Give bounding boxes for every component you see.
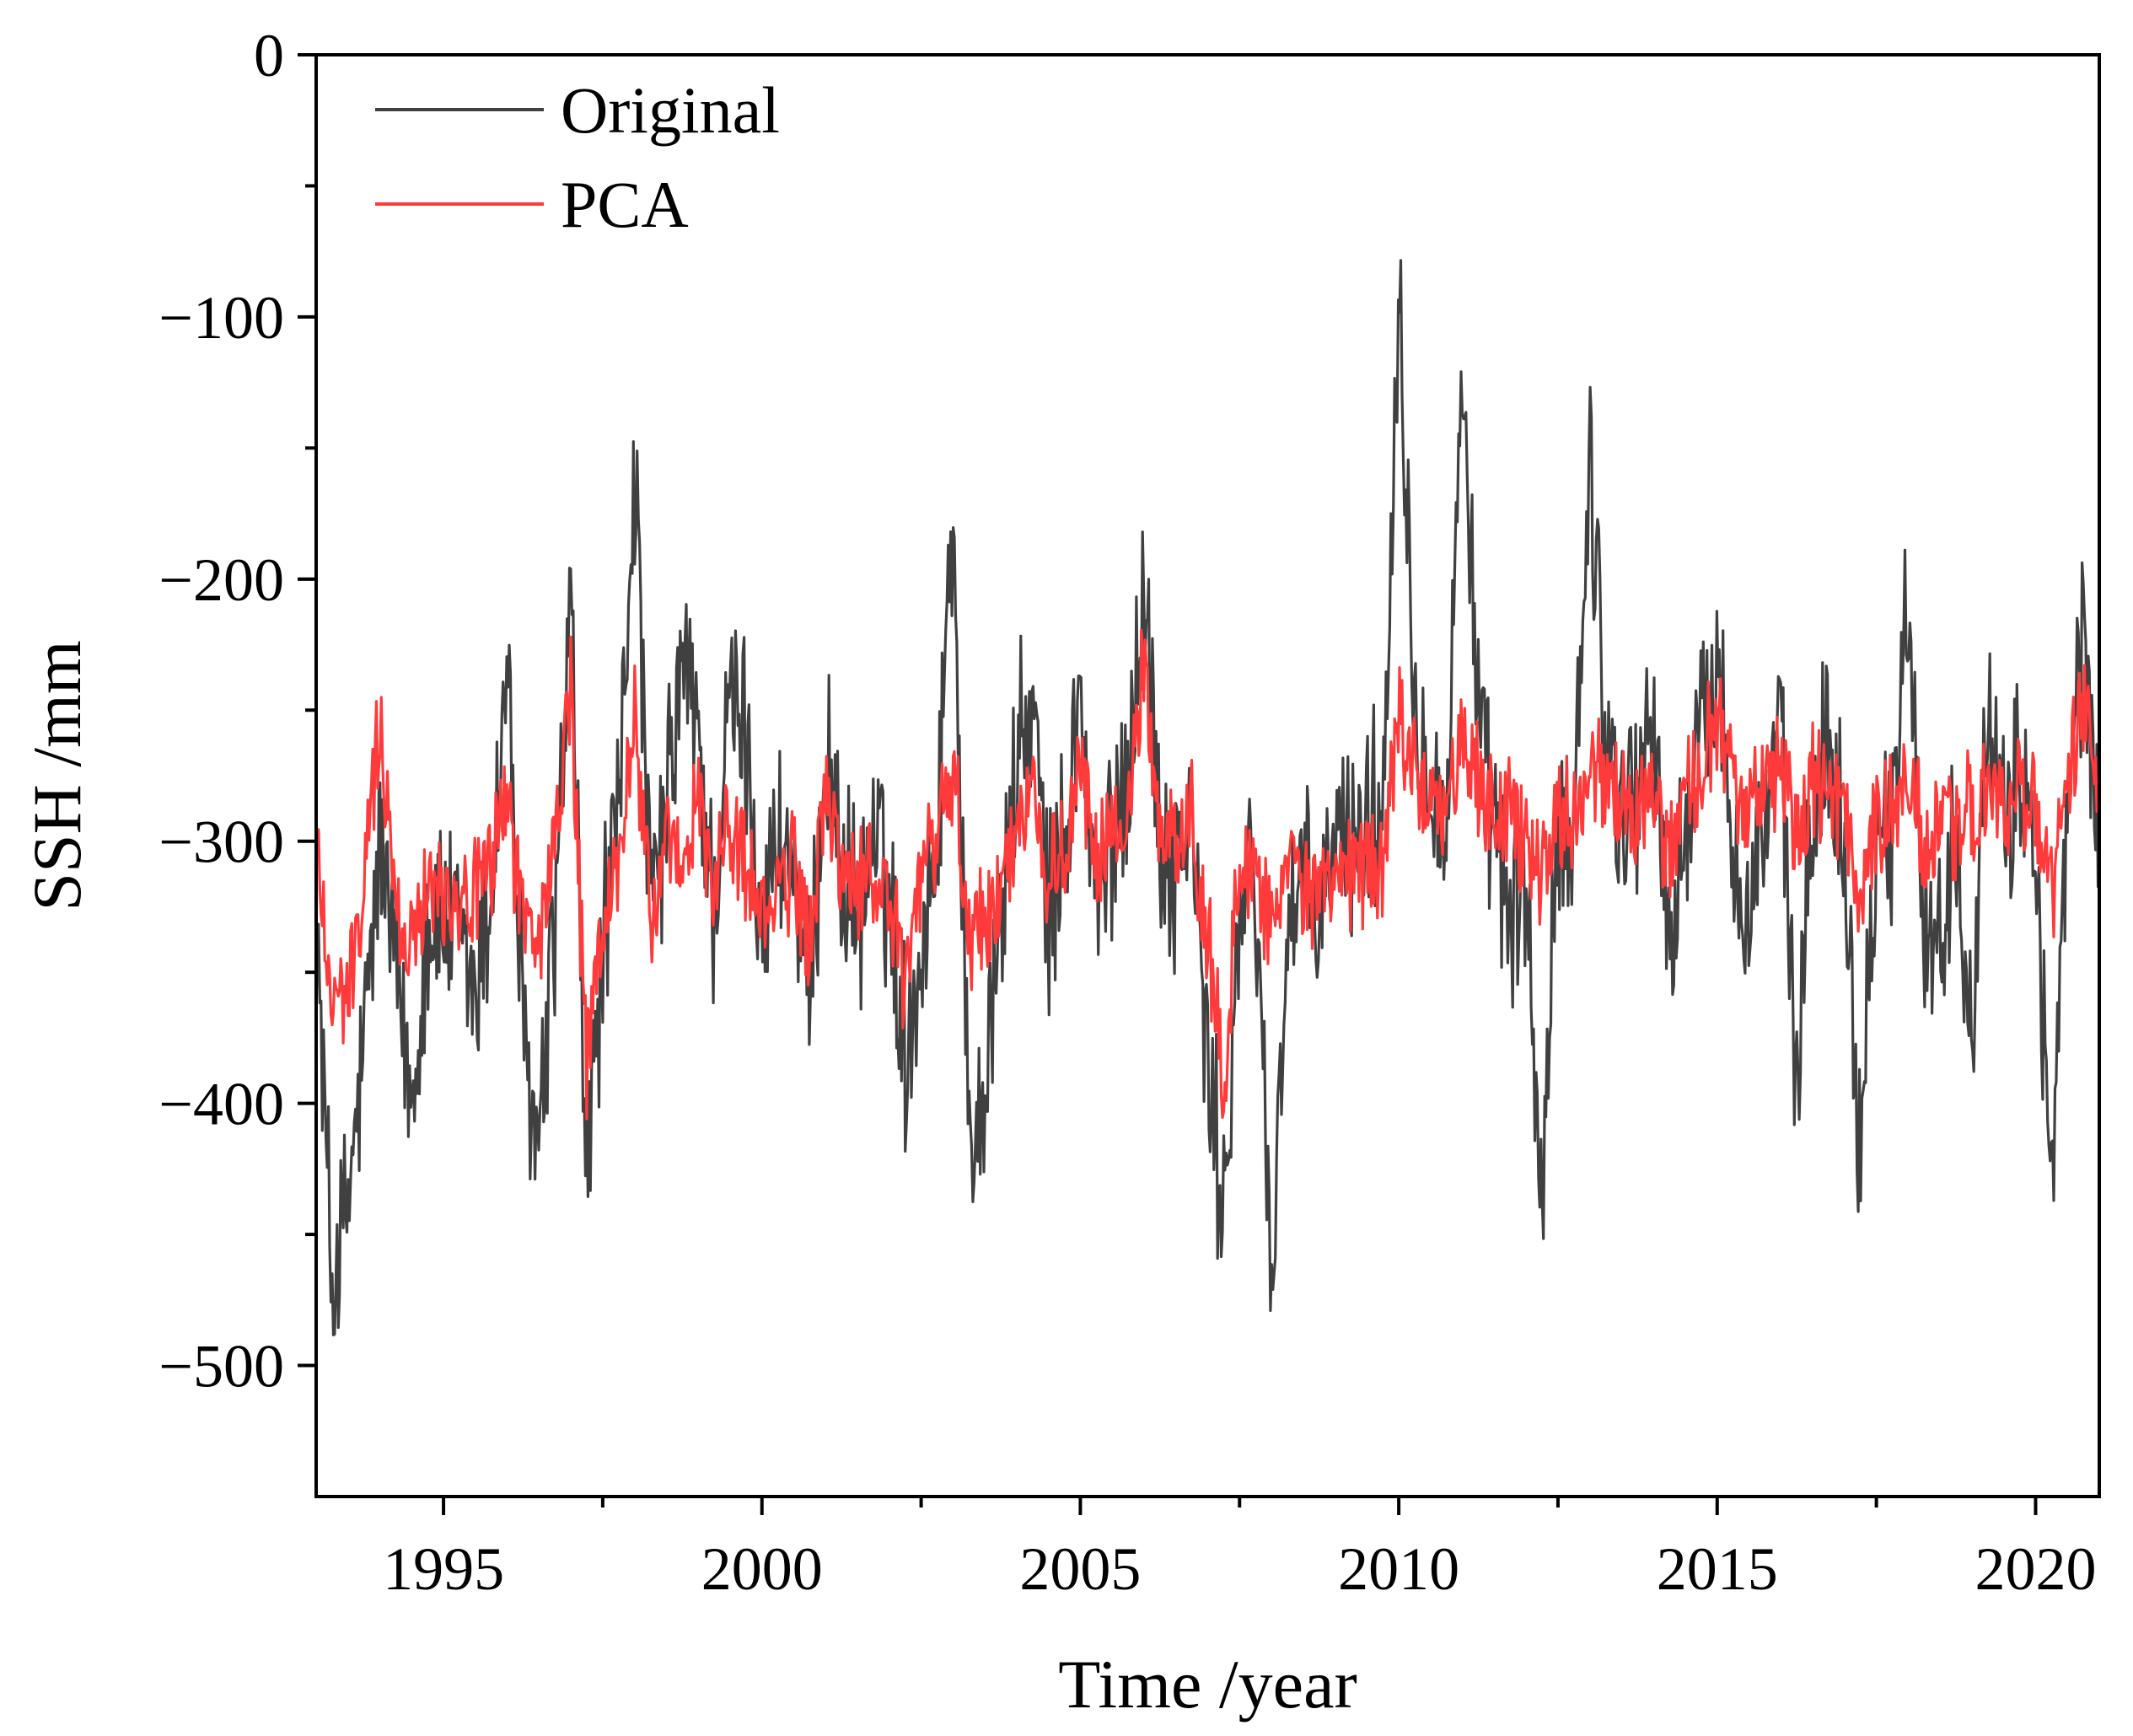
series-line-pca [316, 628, 2099, 1121]
x-tick-label: 2005 [1019, 1535, 1141, 1603]
y-tick-label: −100 [158, 284, 284, 352]
y-tick-label: −200 [158, 546, 284, 614]
series-layer [316, 259, 2099, 1336]
y-tick-label: −400 [158, 1071, 284, 1138]
axes-layer [298, 53, 2101, 1515]
labels-layer: 1995 2000 2005 2010 2015 2020 0 −100 −200 −300 −40… [19, 22, 2096, 1723]
x-tick-label: 1995 [383, 1535, 504, 1603]
legend-label-pca: PCA [561, 168, 689, 241]
y-axis-title: SSH /mm [19, 640, 95, 911]
y-tick-label: 0 [254, 22, 284, 89]
x-axis-title: Time /year [1058, 1646, 1357, 1723]
x-tick-label: 2020 [1975, 1535, 2096, 1603]
series-line-original [316, 259, 2099, 1336]
legend: Original PCA [375, 73, 780, 241]
x-tick-label: 2015 [1657, 1535, 1778, 1603]
plot-frame [314, 53, 2101, 1498]
y-tick-label: −500 [158, 1333, 284, 1400]
x-tick-label: 2010 [1338, 1535, 1459, 1603]
legend-label-original: Original [561, 73, 780, 147]
y-tick-label: −300 [158, 809, 284, 876]
x-tick-label: 2000 [701, 1535, 823, 1603]
